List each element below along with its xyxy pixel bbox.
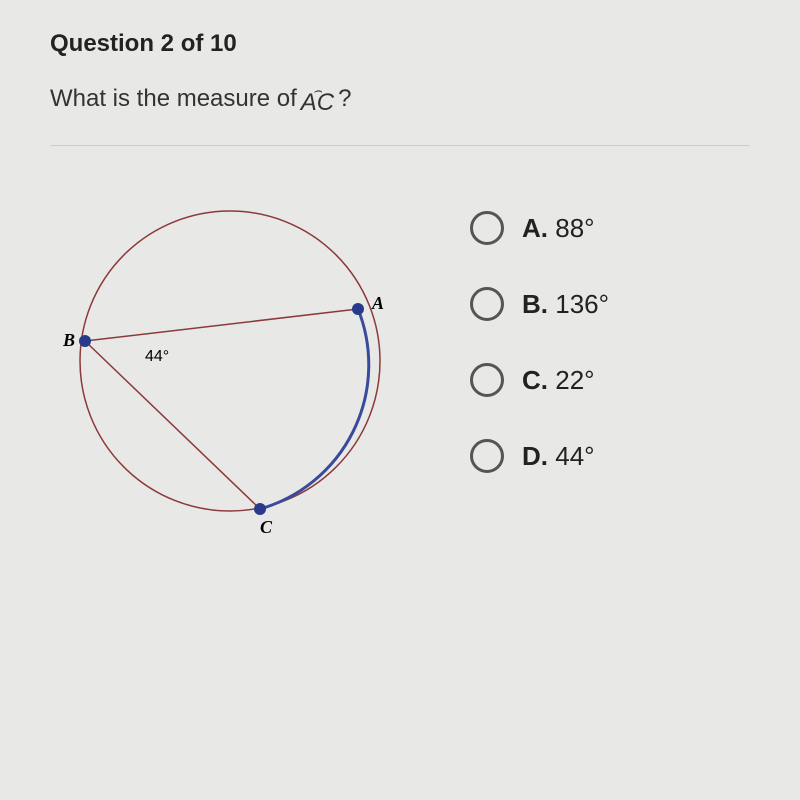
- answer-list: A. 88° B. 136° C. 22° D. 44°: [470, 181, 609, 473]
- question-text: What is the measure of ⌢ AC ?: [50, 83, 750, 115]
- diagram-svg: A B C 44°: [50, 181, 410, 541]
- answer-value: 88°: [555, 213, 594, 243]
- chord-bc: [85, 341, 260, 509]
- arc-letters: AC: [301, 91, 334, 115]
- main-circle: [80, 211, 380, 511]
- answer-value: 22°: [555, 365, 594, 395]
- radio-icon: [470, 439, 504, 473]
- label-a: A: [371, 293, 384, 313]
- label-c: C: [260, 517, 273, 537]
- answer-option-c[interactable]: C. 22°: [470, 363, 609, 397]
- question-suffix: ?: [338, 85, 351, 113]
- answer-letter: C.: [522, 365, 548, 395]
- answer-letter: D.: [522, 441, 548, 471]
- radio-icon: [470, 363, 504, 397]
- question-header: Question 2 of 10: [50, 30, 750, 58]
- question-prefix: What is the measure of: [50, 85, 297, 113]
- radio-icon: [470, 287, 504, 321]
- answer-value: 136°: [555, 289, 609, 319]
- answer-value: 44°: [555, 441, 594, 471]
- answer-option-d[interactable]: D. 44°: [470, 439, 609, 473]
- content-area: A B C 44° A. 88° B. 136° C. 22°: [50, 145, 750, 541]
- point-c: [254, 503, 266, 515]
- arc-notation: ⌢ AC: [301, 83, 334, 115]
- answer-option-b[interactable]: B. 136°: [470, 287, 609, 321]
- answer-letter: B.: [522, 289, 548, 319]
- point-b: [79, 335, 91, 347]
- answer-label: B. 136°: [522, 289, 609, 320]
- point-a: [352, 303, 364, 315]
- chord-ba: [85, 309, 358, 341]
- circle-diagram: A B C 44°: [50, 181, 410, 541]
- answer-label: C. 22°: [522, 365, 595, 396]
- arc-ac: [260, 309, 369, 509]
- answer-letter: A.: [522, 213, 548, 243]
- label-b: B: [62, 330, 75, 350]
- answer-label: A. 88°: [522, 213, 595, 244]
- angle-label: 44°: [145, 348, 169, 365]
- answer-option-a[interactable]: A. 88°: [470, 211, 609, 245]
- answer-label: D. 44°: [522, 441, 595, 472]
- radio-icon: [470, 211, 504, 245]
